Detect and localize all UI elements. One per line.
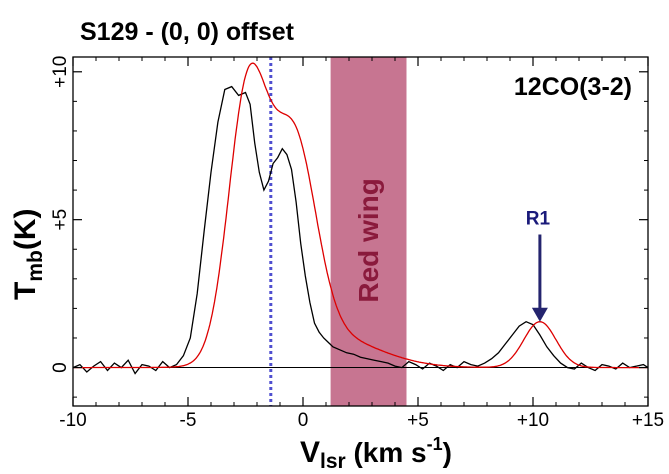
y-tick-label: 0 [50,362,71,373]
x-tick-label: +10 [517,410,549,431]
plot-frame [72,56,649,407]
r1-label: R1 [526,208,551,229]
chart-title: S129 - (0, 0) offset [80,18,295,46]
x-tick-label: -10 [59,410,86,431]
x-axis-label: Vlsr (km s-1) [300,434,452,473]
y-tick-label: +10 [50,56,71,88]
gaussian-fit-line [73,62,648,369]
x-tick-label: 0 [298,410,309,431]
plot-area: Red wing R1 [72,57,649,406]
line-label: 12CO(3-2) [514,73,632,101]
red-wing-label: Red wing [353,178,384,302]
x-tick-label: -5 [180,410,197,431]
observed-spectrum-line [72,85,649,375]
red-wing-band [330,57,407,406]
x-tick-label: +15 [632,410,664,431]
r1-arrow-head [531,307,548,322]
y-axis-label: Tmb(K) [9,209,47,300]
y-tick-label: +5 [50,209,71,231]
x-tick-label: +5 [407,410,429,431]
